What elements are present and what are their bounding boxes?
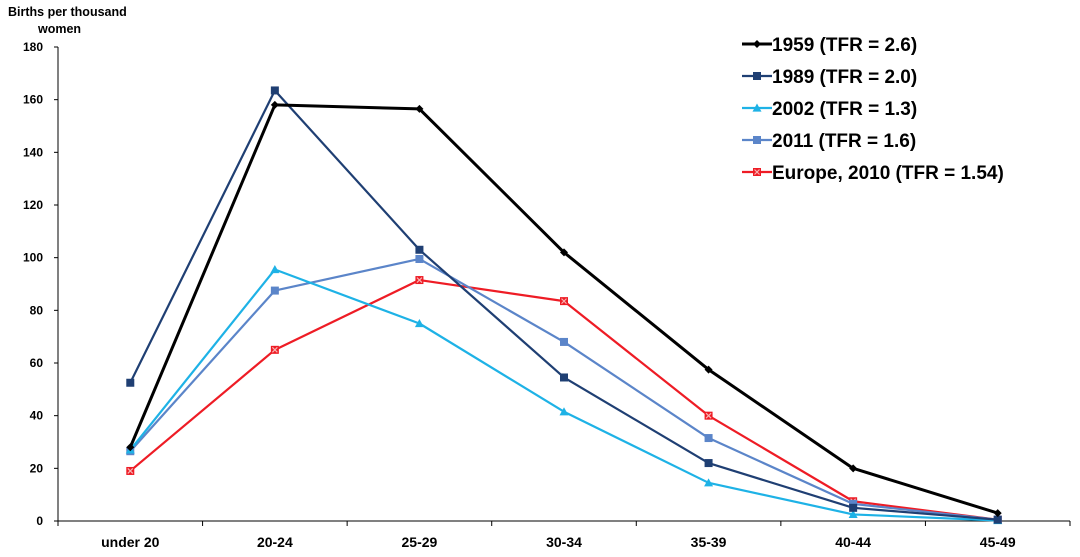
- x-tick-label: 35-39: [691, 534, 727, 550]
- data-point-4-3: [415, 254, 424, 263]
- data-point-5-1: [126, 466, 135, 475]
- data-point-2-4: [560, 373, 568, 382]
- x-tick-label: 45-49: [980, 534, 1016, 550]
- y-tick-label: 160: [23, 93, 43, 107]
- data-point-1-2: [270, 100, 279, 109]
- data-point-5-3: [415, 276, 424, 285]
- legend-label-2: 1989 (TFR = 2.0): [772, 67, 917, 88]
- data-point-1-1: [126, 443, 135, 452]
- data-point-3-6: [848, 509, 858, 519]
- data-point-2-6: [849, 503, 858, 512]
- data-point-1-6: [849, 464, 858, 473]
- data-point-2-7: [993, 515, 1002, 524]
- data-point-1-3: [415, 104, 424, 113]
- y-tick-label: 180: [23, 40, 43, 54]
- data-point-4-2: [270, 286, 279, 295]
- data-point-4-5: [704, 434, 713, 443]
- legend-label-4: 2011 (TFR = 1.6): [772, 131, 916, 152]
- data-point-2-2: [270, 86, 279, 95]
- y-tick-label: 80: [30, 303, 44, 317]
- legend-marker-1: [753, 40, 761, 48]
- y-tick-label: 40: [30, 409, 44, 423]
- data-point-3-4: [559, 407, 569, 416]
- y-tick-label: 120: [23, 198, 43, 212]
- x-tick-label: 25-29: [402, 534, 438, 550]
- data-point-1-5: [704, 365, 713, 374]
- x-tick-label: 40-44: [835, 534, 871, 550]
- data-point-4-4: [560, 337, 568, 346]
- y-axis-title-line-2: women: [38, 22, 82, 36]
- legend-label-5: Europe, 2010 (TFR = 1.54): [772, 163, 1004, 184]
- data-point-3-5: [704, 478, 714, 487]
- y-tick-label: 0: [36, 514, 43, 528]
- legend-marker-4: [753, 136, 761, 144]
- data-point-3-2: [270, 265, 280, 274]
- data-point-1-4: [560, 248, 568, 257]
- y-tick-label: 140: [23, 145, 43, 159]
- x-tick-label: under 20: [101, 534, 160, 550]
- y-axis-title: Births per thousand women: [8, 4, 127, 38]
- legend-marker-2: [753, 72, 761, 80]
- data-point-2-3: [415, 245, 424, 254]
- y-tick-label: 100: [23, 251, 43, 265]
- data-point-2-5: [704, 459, 713, 468]
- legend-marker-5: [753, 168, 761, 176]
- data-point-1-7: [993, 509, 1002, 518]
- series-line-5: [129, 278, 998, 521]
- data-point-3-3: [414, 319, 424, 328]
- data-point-2-1: [126, 378, 135, 387]
- y-axis-title-line-1: Births per thousand: [8, 5, 127, 19]
- legend-marker-3: [752, 103, 762, 112]
- y-tick-label: 20: [30, 461, 44, 475]
- x-tick-label: 20-24: [257, 534, 293, 550]
- legend-label-1: 1959 (TFR = 2.6): [772, 35, 917, 56]
- y-tick-label: 60: [30, 356, 44, 370]
- data-point-5-4: [560, 297, 568, 306]
- data-point-5-2: [270, 345, 279, 354]
- legend-label-3: 2002 (TFR = 1.3): [772, 99, 917, 120]
- data-point-5-5: [704, 411, 713, 420]
- x-tick-label: 30-34: [546, 534, 582, 550]
